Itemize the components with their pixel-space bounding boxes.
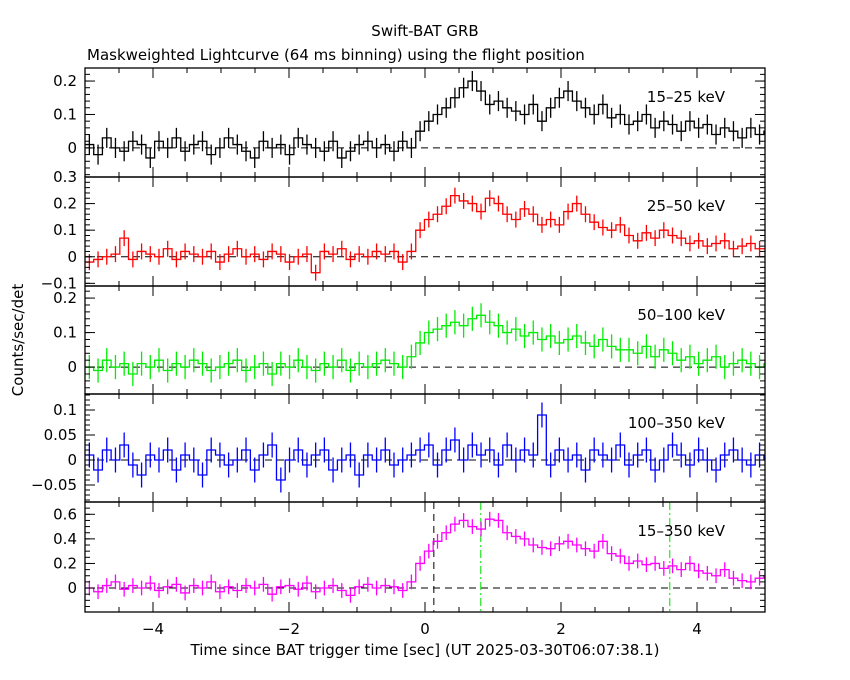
band-label: 100–350 keV (628, 414, 726, 432)
y-tick-label: 0.3 (53, 168, 77, 186)
y-tick-label: 0.1 (53, 401, 77, 419)
panel-3: −0.05 0 0.05 0.1 100–350 keV (31, 393, 766, 503)
y-tick-label: 0 (67, 579, 77, 597)
y-tick-label: 0 (67, 358, 77, 376)
band-label: 25–50 keV (647, 197, 726, 215)
y-tick-label: 0.05 (44, 426, 77, 444)
lightcurve-0 (85, 80, 765, 159)
y-tick-label: 0.6 (53, 505, 77, 523)
band-label: 50–100 keV (637, 306, 725, 324)
panel-0: 0 0.1 0.2 15–25 keV (53, 67, 766, 178)
x-tick-label: −2 (278, 620, 300, 638)
y-tick-label: 0.4 (53, 530, 77, 548)
x-tick-label: −4 (142, 620, 164, 638)
panel-4: 0 0.2 0.4 0.6 15–350 keV −4 −2 0 2 4 (53, 501, 766, 638)
x-tick-label: 2 (556, 620, 566, 638)
panel-2: 0 0.1 0.2 50–100 keV (53, 285, 766, 395)
lightcurve-1 (85, 194, 765, 274)
panel-frame (84, 176, 766, 287)
lightcurve-2 (85, 314, 765, 375)
y-tick-label: 0.1 (53, 221, 77, 239)
y-tick-label: −0.1 (41, 274, 77, 292)
x-axis-label: Time since BAT trigger time [sec] (UT 20… (190, 641, 660, 659)
chart-title: Swift-BAT GRB (371, 22, 478, 40)
y-tick-label: 0.2 (53, 289, 77, 307)
y-tick-label: 0.1 (53, 324, 77, 342)
lightcurve-4 (85, 518, 765, 597)
y-tick-label: 0.2 (53, 554, 77, 572)
band-label: 15–350 keV (637, 522, 725, 540)
y-tick-label: 0.1 (53, 105, 77, 123)
y-axis-label: Counts/sec/det (9, 284, 27, 397)
y-tick-label: 0 (67, 139, 77, 157)
y-tick-label: 0.2 (53, 195, 77, 213)
y-tick-label: −0.05 (31, 476, 77, 494)
panel-1: −0.1 0 0.1 0.2 0.3 25–50 keV (41, 168, 766, 292)
chart-subtitle: Maskweighted Lightcurve (64 ms binning) … (87, 46, 585, 64)
x-tick-label: 4 (692, 620, 702, 638)
band-label: 15–25 keV (647, 88, 726, 106)
lightcurve-3 (85, 414, 765, 481)
y-tick-label: 0 (67, 451, 77, 469)
y-tick-label: 0.2 (53, 72, 77, 90)
y-tick-label: 0 (67, 248, 77, 266)
x-tick-label: 0 (420, 620, 430, 638)
